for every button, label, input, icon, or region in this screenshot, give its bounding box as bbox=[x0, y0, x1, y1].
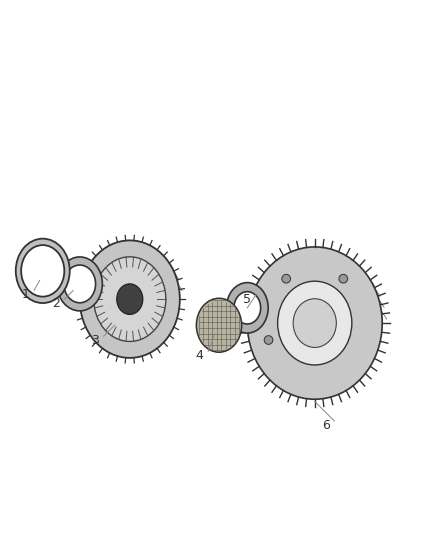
Circle shape bbox=[264, 336, 273, 344]
Ellipse shape bbox=[94, 257, 166, 342]
Ellipse shape bbox=[196, 298, 242, 352]
Text: 6: 6 bbox=[321, 419, 329, 432]
Circle shape bbox=[339, 274, 348, 283]
Ellipse shape bbox=[278, 281, 352, 365]
Text: 4: 4 bbox=[195, 349, 203, 362]
Text: 3: 3 bbox=[91, 334, 99, 347]
Ellipse shape bbox=[64, 265, 95, 303]
Ellipse shape bbox=[226, 282, 268, 333]
Ellipse shape bbox=[21, 245, 64, 297]
Text: 2: 2 bbox=[52, 297, 60, 310]
Circle shape bbox=[282, 274, 290, 283]
Ellipse shape bbox=[234, 292, 261, 324]
Ellipse shape bbox=[16, 239, 70, 303]
Text: 5: 5 bbox=[243, 293, 251, 305]
Ellipse shape bbox=[57, 257, 102, 311]
Text: 1: 1 bbox=[21, 288, 29, 301]
Ellipse shape bbox=[117, 284, 143, 314]
Ellipse shape bbox=[80, 240, 180, 358]
Ellipse shape bbox=[293, 298, 336, 348]
Ellipse shape bbox=[247, 247, 382, 399]
